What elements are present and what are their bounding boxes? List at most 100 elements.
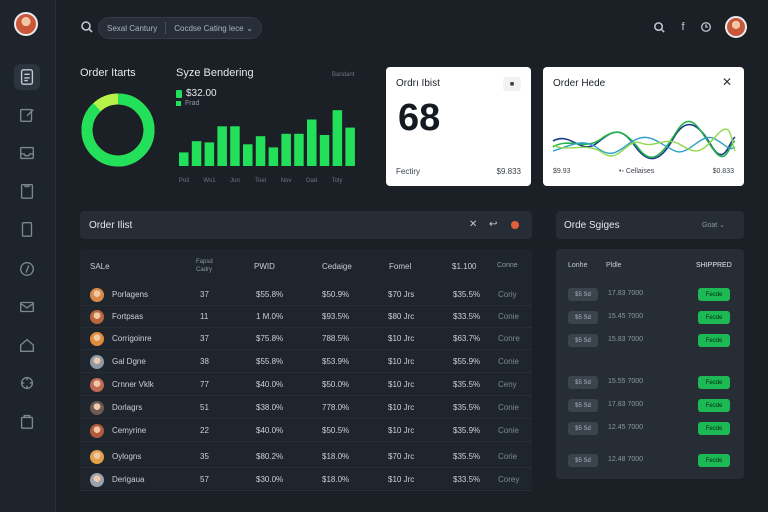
status-row[interactable]: $5 Sd 15.55 7000 Fecde	[560, 372, 744, 394]
status-badge[interactable]: Fecde	[698, 376, 730, 389]
bar-tick-label: Toel	[255, 178, 266, 184]
search-divider	[165, 22, 167, 34]
row-name: Derigaua	[112, 475, 145, 484]
bar[interactable]	[294, 133, 304, 166]
table-row[interactable]: Gal Dgne 38 $55.8% $53.9% $10 Jrc $55.9% Conie	[80, 351, 532, 373]
table-row[interactable]: Corrigoinre 37 $75.8% 788.5% $10 Jrc $63.7% Co…	[80, 328, 532, 350]
bar[interactable]	[332, 110, 343, 166]
status-th-right[interactable]: SHIPPRED	[696, 262, 732, 269]
user-avatar[interactable]	[14, 12, 38, 36]
order-count-foot-right: $9.833	[496, 167, 521, 176]
bar[interactable]	[230, 126, 240, 166]
status-row[interactable]: $5 Sd 15.83 7000 Fecde	[560, 330, 744, 352]
row-total: $33.5%	[453, 312, 481, 321]
status-badge[interactable]: Fecde	[698, 288, 730, 301]
row-sum: $50.0%	[322, 380, 350, 389]
row-price: $10 Jrc	[388, 426, 415, 435]
status-th-mid[interactable]: Pldle	[606, 262, 622, 269]
bar[interactable]	[345, 127, 355, 166]
amount-chip: $5 Sd	[568, 376, 598, 389]
amount-chip: $5 Sd	[568, 288, 598, 301]
bar[interactable]	[281, 133, 291, 166]
th-category[interactable]: Cedaige	[322, 262, 352, 271]
status-row[interactable]: $5 Sd 12.48 7000 Fecde	[560, 450, 744, 472]
status-row[interactable]: $5 Sd 17.83 7000 Fecde	[560, 395, 744, 417]
status-badge[interactable]: Fecde	[698, 334, 730, 347]
bar[interactable]	[179, 152, 189, 166]
row-price: $10 Jrc	[388, 334, 415, 343]
row-total: $35.5%	[453, 403, 481, 412]
status-dot[interactable]	[511, 221, 519, 229]
row-price: $70 Jrc	[388, 452, 415, 461]
th-total[interactable]: $1.100	[452, 262, 477, 271]
facebook-icon[interactable]: f	[681, 21, 685, 33]
avatar	[90, 450, 104, 464]
bar[interactable]	[255, 136, 266, 166]
bag-icon[interactable]	[16, 410, 38, 432]
chevron-down-icon[interactable]: ⌄	[246, 23, 253, 33]
close-icon[interactable]: ✕	[721, 75, 732, 89]
more-icon[interactable]: ■	[503, 77, 521, 91]
bar-tick-label: Wo1	[203, 178, 216, 184]
bar[interactable]	[217, 126, 227, 166]
document-icon[interactable]	[14, 64, 40, 90]
row-status: Corie	[498, 452, 518, 461]
edit-icon[interactable]	[16, 104, 38, 126]
search-icon[interactable]	[80, 20, 94, 34]
status-dropdown[interactable]: Goat ⌄	[702, 222, 725, 229]
status-row[interactable]: $5 Sd 17.83 7000 Fecde	[560, 284, 744, 306]
table-row[interactable]: Porlagens 37 $55.8% $50.9% $70 Jrs $35.5% Cori…	[80, 284, 532, 306]
th-small[interactable]: Fapsd Cadry	[196, 259, 213, 273]
row-qty: 35	[200, 452, 209, 461]
clock-icon[interactable]	[699, 20, 713, 34]
close-icon[interactable]: ✕	[469, 219, 478, 230]
table-row[interactable]: Cemyrine 22 $40.0% $50.5% $10 Jrc $35.9% Conie	[80, 420, 532, 442]
clipboard-icon[interactable]	[16, 180, 38, 202]
mail-icon[interactable]	[16, 296, 38, 318]
bar[interactable]	[243, 144, 253, 166]
file-icon[interactable]	[16, 218, 38, 240]
arrow-icon[interactable]: ↩	[489, 219, 498, 230]
profile-avatar[interactable]	[725, 16, 747, 38]
th-paid[interactable]: PWID	[254, 262, 275, 271]
table-row[interactable]: Dorlagrs 51 $38.0% 778.0% $10 Jrc $35.5% Conie	[80, 397, 532, 419]
home-icon[interactable]	[16, 334, 38, 356]
status-th-left[interactable]: Lonhe	[568, 262, 588, 269]
bar[interactable]	[307, 119, 317, 167]
row-sum: 788.5%	[322, 334, 350, 343]
bar[interactable]	[268, 147, 279, 166]
order-status-title: Orde Sgiges	[564, 220, 620, 231]
status-badge[interactable]: Fecde	[698, 454, 730, 467]
bar[interactable]	[191, 141, 202, 166]
row-price: $10 Jrc	[388, 475, 415, 484]
compass-icon[interactable]	[16, 258, 38, 280]
th-col[interactable]: Conne	[497, 262, 518, 269]
settings-icon[interactable]	[16, 372, 38, 394]
table-row[interactable]: Fortpsas 11 1 M.0% $93.5% $80 Jrc $33.5% Conie	[80, 306, 532, 328]
status-badge[interactable]: Fecde	[698, 311, 730, 324]
table-row[interactable]: Derigaua 57 $30.0% $18.0% $10 Jrc $33.5% Corey	[80, 469, 532, 491]
inbox-icon[interactable]	[16, 142, 38, 164]
table-row[interactable]: Oylogns 35 $80.2% $18.0% $70 Jrc $35.5% Corie	[80, 446, 532, 468]
row-status: Conie	[498, 312, 519, 321]
status-badge[interactable]: Fecde	[698, 422, 730, 435]
status-row[interactable]: $5 Sd 12.45 7000 Fecde	[560, 418, 744, 440]
status-row[interactable]: $5 Sd 15.45 7000 Fecde	[560, 307, 744, 329]
bar[interactable]	[204, 142, 215, 166]
row-sum: 778.0%	[322, 403, 350, 412]
search-input[interactable]: Sexal Cantury Cocdse Cating lece ⌄	[98, 17, 262, 39]
status-badge[interactable]: Fecde	[698, 399, 730, 412]
sales-value: $32.00	[176, 88, 217, 99]
status-dropdown-label: Goat	[702, 222, 718, 229]
search-icon[interactable]	[652, 20, 666, 34]
bar[interactable]	[319, 135, 330, 166]
row-status: Coriy	[498, 290, 517, 299]
row-sum: $50.9%	[322, 290, 350, 299]
row-status: Conie	[498, 403, 519, 412]
status-mid: 17.83 7000	[608, 401, 644, 408]
th-sale[interactable]: SALe	[90, 262, 110, 271]
row-sum: $53.9%	[322, 357, 350, 366]
table-row[interactable]: Crnner Vklk 77 $40.0% $50.0% $10 Jrc $35.5% Ce…	[80, 374, 532, 396]
th-fomel[interactable]: Fomel	[389, 262, 412, 271]
row-status: Conre	[498, 334, 520, 343]
